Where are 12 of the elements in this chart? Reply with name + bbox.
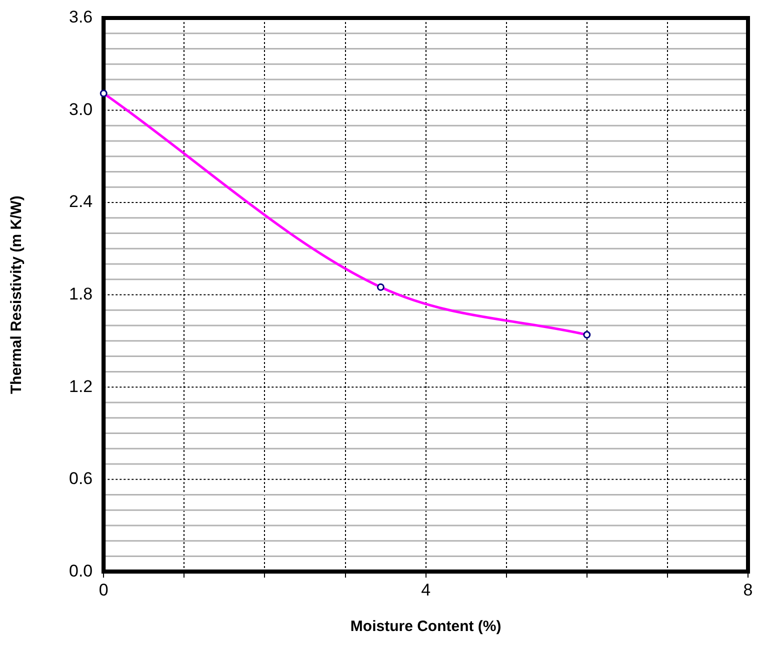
y-tick-label: 1.8 [68, 284, 93, 304]
y-tick-label: 0.6 [68, 469, 93, 488]
y-tick-label: 3.6 [68, 8, 93, 27]
x-axis-title: Moisture Content (%) [350, 618, 502, 636]
y-axis-title: Thermal Resistivity (m K/W) [8, 196, 26, 394]
x-tick-label: 4 [421, 580, 431, 600]
y-tick-label: 2.4 [68, 192, 93, 212]
y-tick-label: 0.0 [68, 561, 93, 580]
y-tick-label: 3.0 [68, 100, 93, 119]
x-tick-label: 8 [743, 580, 753, 600]
x-tick-label: 0 [98, 580, 108, 600]
y-tick-label: 1.2 [68, 376, 93, 396]
